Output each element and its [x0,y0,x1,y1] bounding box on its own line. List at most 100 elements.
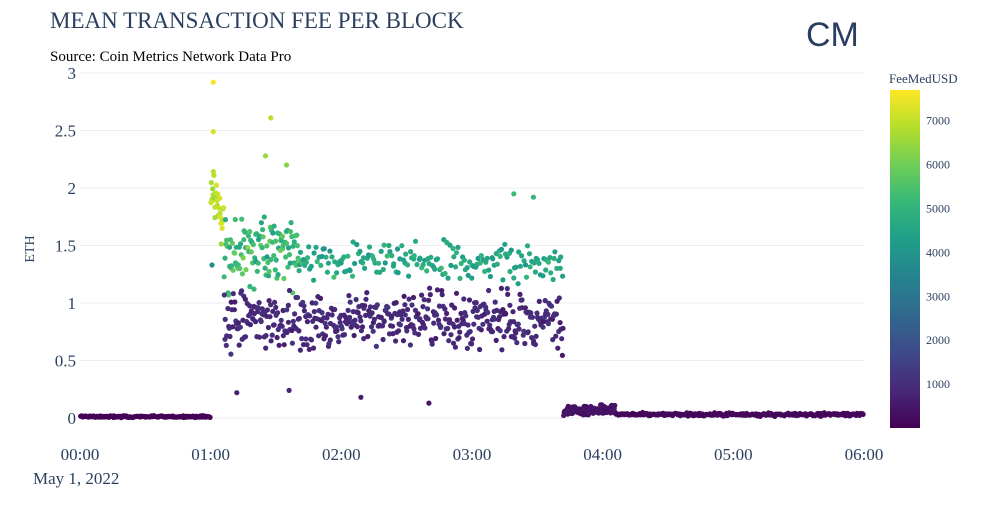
data-point [510,319,517,325]
data-point [465,272,471,278]
data-point [461,257,467,263]
data-point [339,326,345,332]
data-point [352,317,358,323]
data-point [311,250,317,256]
data-point [357,248,363,254]
data-point [450,245,456,252]
data-point [507,268,513,275]
data-point [524,243,531,249]
data-point [283,254,289,260]
data-point [258,318,264,325]
data-point [314,258,320,265]
data-point [267,314,273,320]
data-point [395,270,401,276]
data-point [359,324,366,330]
data-point [279,233,285,239]
data-point [357,314,363,320]
data-point [347,267,353,274]
data-point [525,329,531,335]
data-point [208,180,214,186]
data-point [399,316,405,322]
data-point [281,342,287,348]
data-point [311,309,317,315]
data-point [471,321,477,327]
data-point [210,129,216,135]
data-point [271,253,277,259]
data-point [264,307,270,313]
data-point [217,195,223,201]
data-point [474,307,480,314]
data-point [534,310,540,316]
data-point [245,245,251,251]
data-point [516,326,522,332]
data-point [237,241,244,247]
data-point [464,265,470,271]
data-point [294,232,300,238]
data-point [229,240,235,246]
data-point [558,254,564,260]
data-point [227,333,233,340]
data-point [284,307,290,313]
x-tick-label: 04:00 [583,445,622,464]
data-point [354,241,360,248]
data-point [304,342,310,348]
data-point [499,347,505,353]
data-point [457,329,463,335]
data-point [250,242,256,248]
data-point [273,304,279,310]
data-point [542,298,548,304]
data-point [427,292,433,298]
data-point [529,314,536,320]
data-point [540,319,546,325]
data-point [400,338,407,344]
data-point [404,262,411,268]
data-point [247,283,253,290]
data-point [411,253,417,259]
data-point [513,264,519,270]
data-point [283,162,290,168]
data-point [247,303,253,309]
colorbar-tick-label: 3000 [926,289,950,303]
data-point [270,308,276,314]
data-point [275,272,281,278]
data-point [422,325,428,331]
data-point [394,246,401,252]
data-point [317,295,324,301]
data-point [411,326,417,332]
data-point [308,337,315,343]
data-point [260,227,266,233]
data-point [477,260,483,266]
data-point [456,335,462,341]
data-point [515,321,521,327]
data-point [294,294,301,301]
data-point [522,305,529,311]
data-point [274,334,280,341]
data-point [497,328,503,334]
data-point [399,243,405,249]
data-point [438,265,444,271]
data-point [420,262,426,268]
data-point [404,328,410,334]
chart-title: MEAN TRANSACTION FEE PER BLOCK [50,8,464,33]
data-point [410,294,417,301]
data-point [306,346,312,352]
data-point [560,325,566,331]
data-point [498,246,505,252]
data-point [361,336,367,342]
data-point [396,328,402,334]
data-point [452,344,458,350]
y-tick-label: 2.5 [55,122,76,141]
data-point [487,273,493,280]
data-point [382,260,388,266]
colorbar-tick-label: 1000 [926,377,950,391]
data-point [341,332,348,338]
x-tick-label: 00:00 [61,445,100,464]
data-point [527,264,533,270]
data-point [347,299,353,305]
data-point [268,115,274,121]
data-point [429,341,435,347]
data-point [557,265,563,271]
data-point [478,327,484,333]
data-point [286,287,293,294]
data-point [265,324,271,331]
